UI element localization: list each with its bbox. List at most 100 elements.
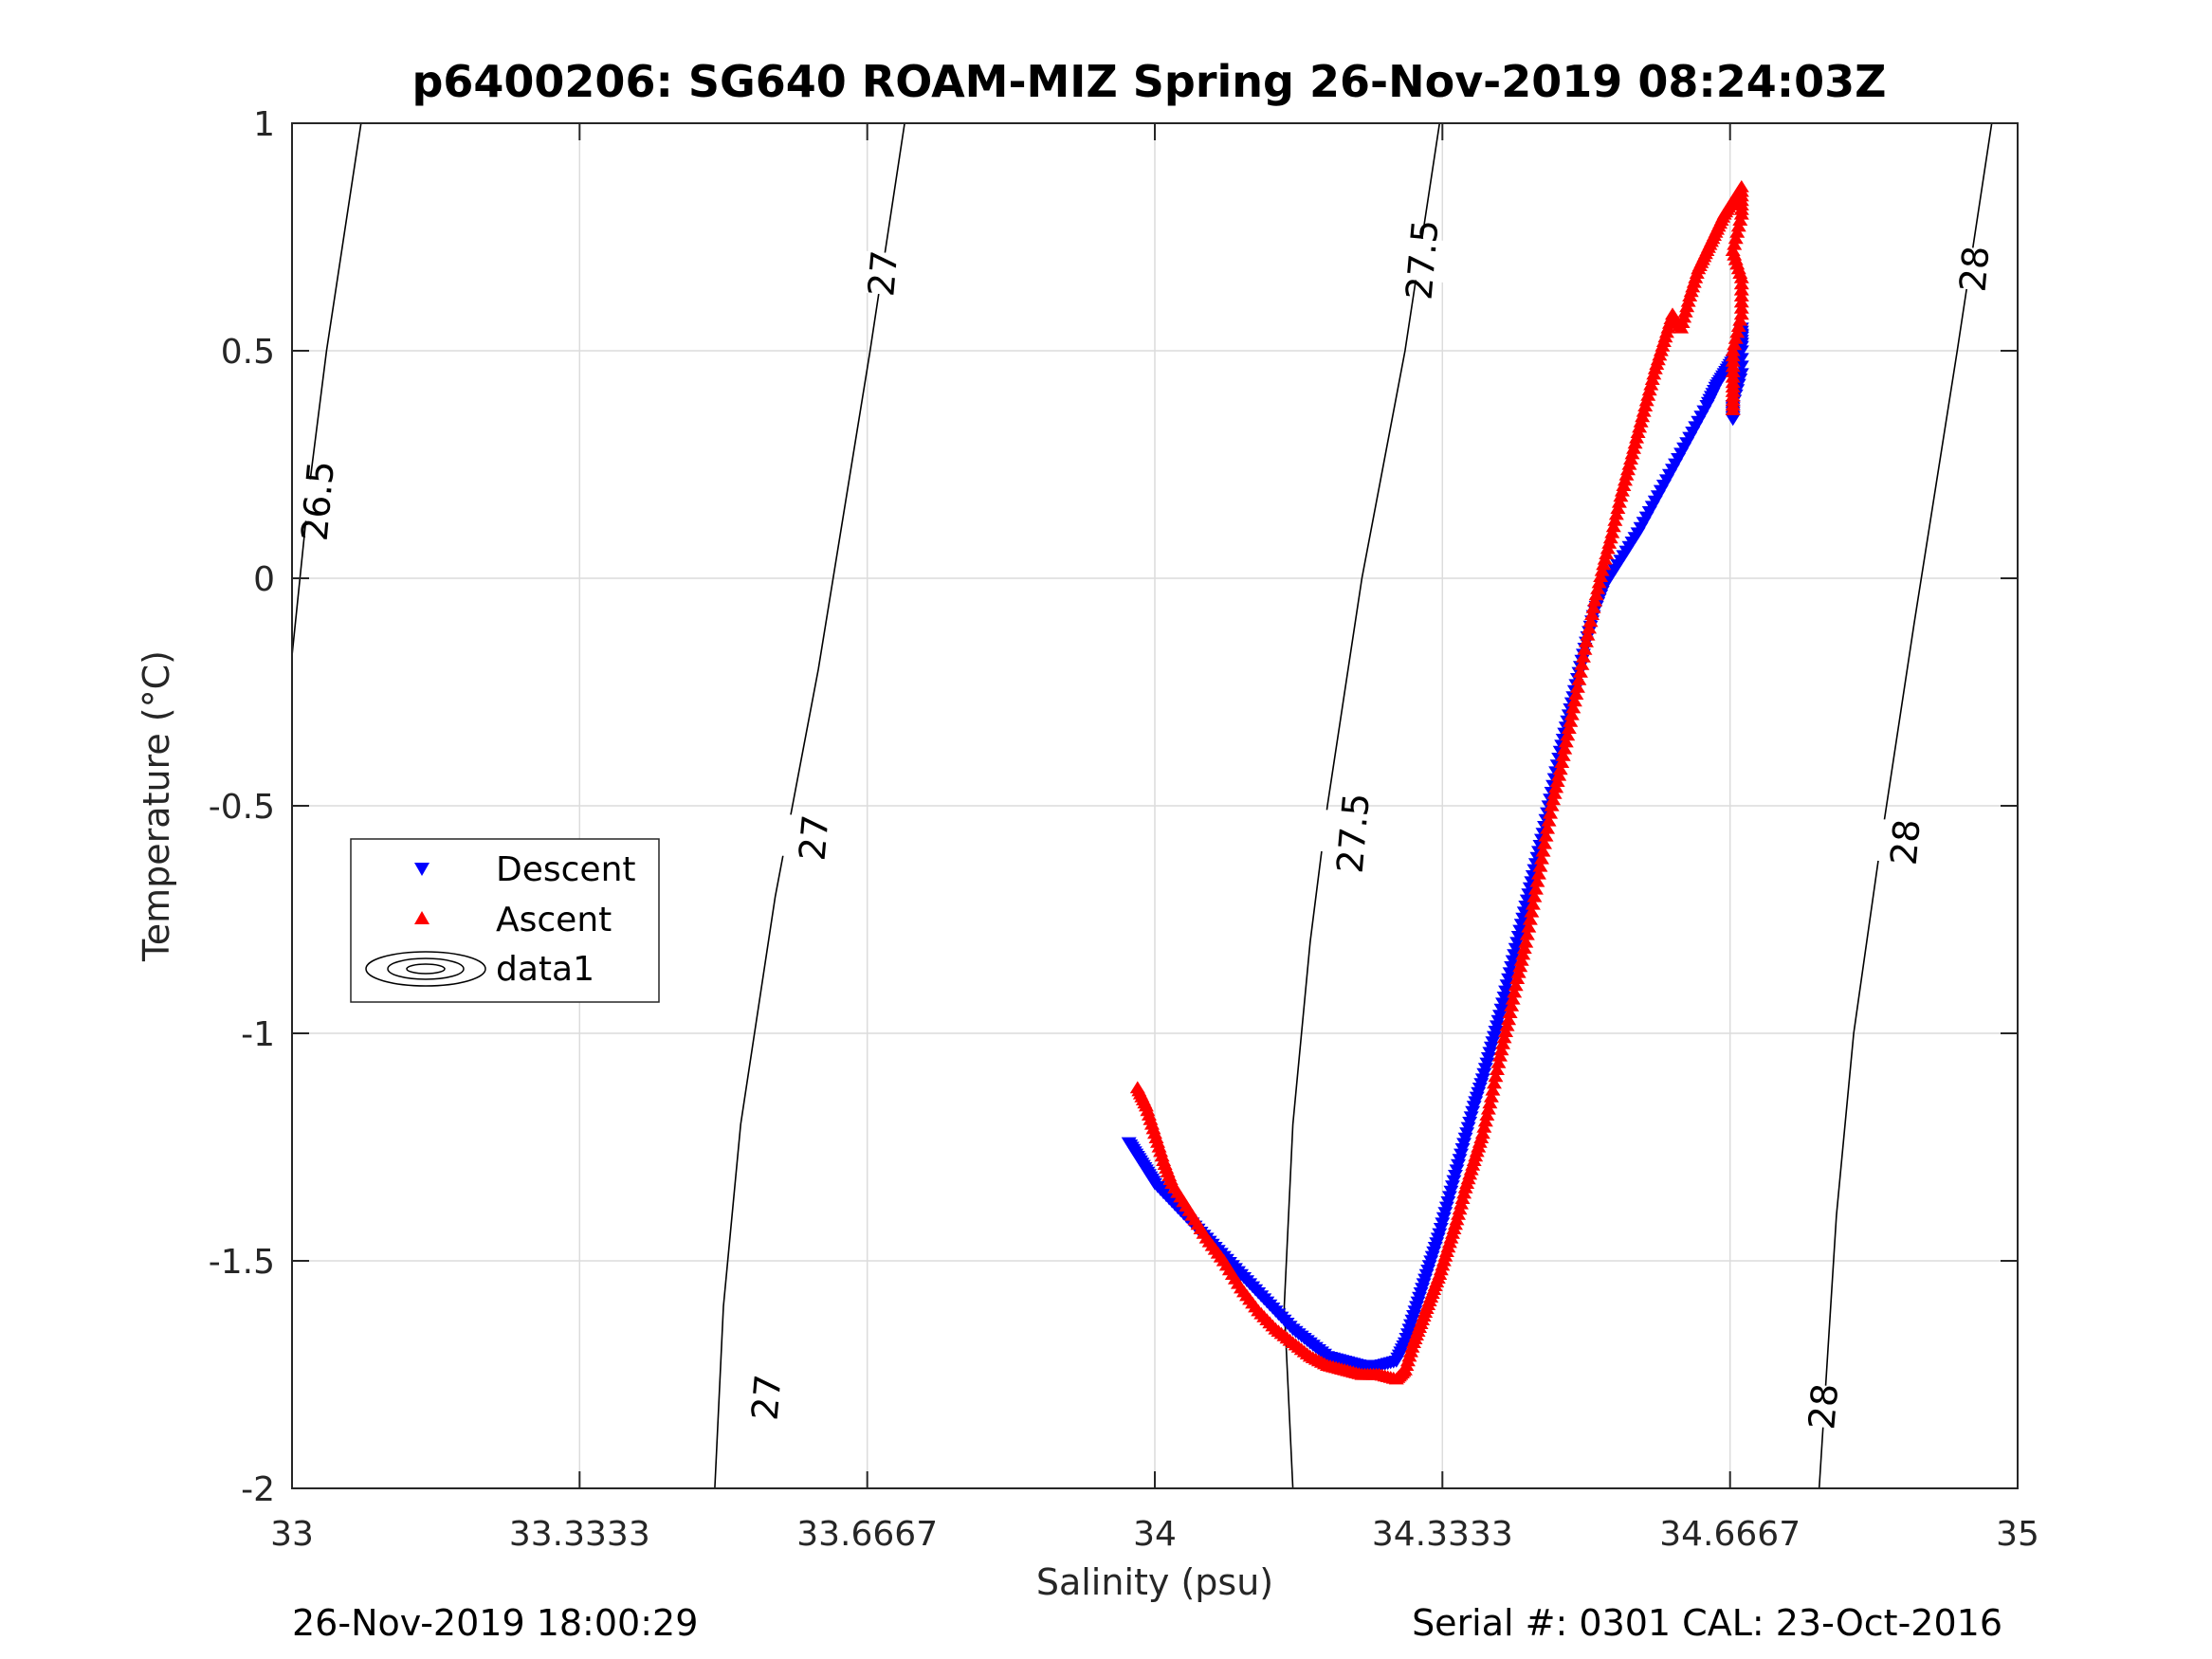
x-tick-label: 33.6667 [796,1515,938,1554]
descent-marker [1495,997,1511,1011]
ascent-marker [1728,231,1744,245]
y-axis-label: Temperature (°C) [136,650,177,962]
ascent-marker [1581,621,1598,634]
contour-label: 28 [1883,817,1929,866]
ascent-marker [1502,1006,1518,1018]
contour-label-background [1379,235,1466,284]
ascent-marker [1560,728,1576,741]
ascent-marker [1730,219,1746,232]
descent-marker [1512,924,1528,938]
legend: Descent Ascent data1 [350,838,660,1003]
x-tick-label: 35 [1996,1515,2039,1554]
contour-label-background [1780,1381,1867,1431]
ascent-marker [1490,1056,1507,1068]
ascent-marker [1725,403,1741,415]
ascent-marker [1582,614,1599,628]
x-tick-label: 33.3333 [509,1515,650,1554]
y-tick-label: 0 [253,560,275,599]
contour-label-background [1309,809,1398,858]
descent-marker [1510,931,1526,943]
ascent-marker [1545,793,1562,806]
density-contour-27 [714,122,905,1489]
y-tick-label: 0.5 [221,333,275,372]
legend-box [350,838,660,1003]
ascent-marker [1584,608,1600,620]
ascent-marker [1727,337,1743,351]
legend-descent-label: Descent [496,850,636,889]
legend-data1-label: data1 [496,950,594,989]
footer-timestamp: 26-Nov-2019 18:00:29 [292,1602,698,1644]
ascent-marker [1537,836,1553,849]
plot-area: 26.5 27 27 27 27.5 27.5 28 28 28 33 33.3333 33.666… [209,105,2039,1554]
ascent-marker [1533,851,1549,865]
ascent-marker [1538,829,1554,842]
y-axis-ticks: -2 -1.5 -1 -0.5 0 0.5 1 [209,105,2018,1509]
ascent-marker [1555,749,1571,761]
ascent-marker [1577,643,1593,655]
ascent-marker [1729,325,1746,338]
ascent-marker [1605,520,1621,533]
ascent-marker [1489,1063,1505,1075]
ascent-marker [1532,859,1548,872]
contour-label: 28 [1801,1382,1846,1431]
x-axis-label: Salinity (psu) [1036,1561,1273,1603]
ascent-marker [1508,978,1524,992]
ascent-marker [1507,985,1523,998]
y-tick-label: -0.5 [209,788,275,827]
ascent-marker [1554,756,1570,768]
ascent-marker [1569,681,1585,693]
contour-label: 27 [792,813,837,863]
contour-label-background [274,476,362,526]
ascent-marker [1522,912,1538,925]
ascent-marker [1505,992,1521,1005]
density-contours: 26.5 27 27 27 27.5 27.5 28 28 28 [274,122,2019,1489]
ascent-marker [1732,213,1748,226]
descent-marker [1498,985,1514,998]
ascent-series [1129,180,1749,1385]
ascent-marker [1568,687,1584,700]
y-tick-label: -1.5 [209,1243,275,1282]
ascent-marker [1526,889,1543,902]
y-tick-label: -2 [241,1470,275,1509]
contour-label: 26.5 [294,459,342,542]
ascent-marker [1588,588,1604,601]
contour-label-background [770,812,858,863]
descent-marker [1496,992,1512,1004]
legend-ascent-label: Ascent [496,901,612,939]
ascent-marker [1732,313,1748,326]
contour-label-background [1861,817,1949,867]
ascent-marker [1579,635,1594,647]
ascent-marker [1561,721,1577,734]
ascent-marker [1525,897,1541,910]
ascent-marker [1572,665,1588,678]
ascent-marker [1575,650,1591,663]
ascent-marker [1580,628,1596,641]
ascent-marker [1486,1076,1502,1089]
ascent-marker [1504,999,1520,1012]
ascent-marker [1501,1012,1517,1026]
density-contour-27.5 [1283,122,1441,1489]
ascent-marker [1530,866,1546,880]
x-tick-label: 34 [1133,1515,1177,1554]
ascent-marker [1563,715,1579,727]
contour-label: 27 [860,248,905,298]
contour-label-background [722,1373,811,1422]
ascent-marker [1540,821,1556,834]
legend-ascent-marker [414,911,430,924]
ascent-marker [1565,701,1581,714]
contour-label: 27.5 [1398,218,1446,301]
ascent-marker [1543,806,1559,819]
contour-label: 27.5 [1329,792,1378,875]
contour-label-background [1930,244,2019,294]
ascent-marker [1488,1069,1504,1083]
ascent-marker [1519,927,1535,940]
ascent-marker [1541,813,1557,827]
chart-title: p6400206: SG640 ROAM-MIZ Spring 26-Nov-2… [411,56,1886,107]
descent-marker [1516,906,1532,920]
ascent-marker [1527,882,1544,895]
x-tick-label: 34.6667 [1659,1515,1801,1554]
ascent-marker [1728,332,1744,344]
x-tick-label: 33 [270,1515,314,1554]
descent-marker [1509,937,1526,950]
